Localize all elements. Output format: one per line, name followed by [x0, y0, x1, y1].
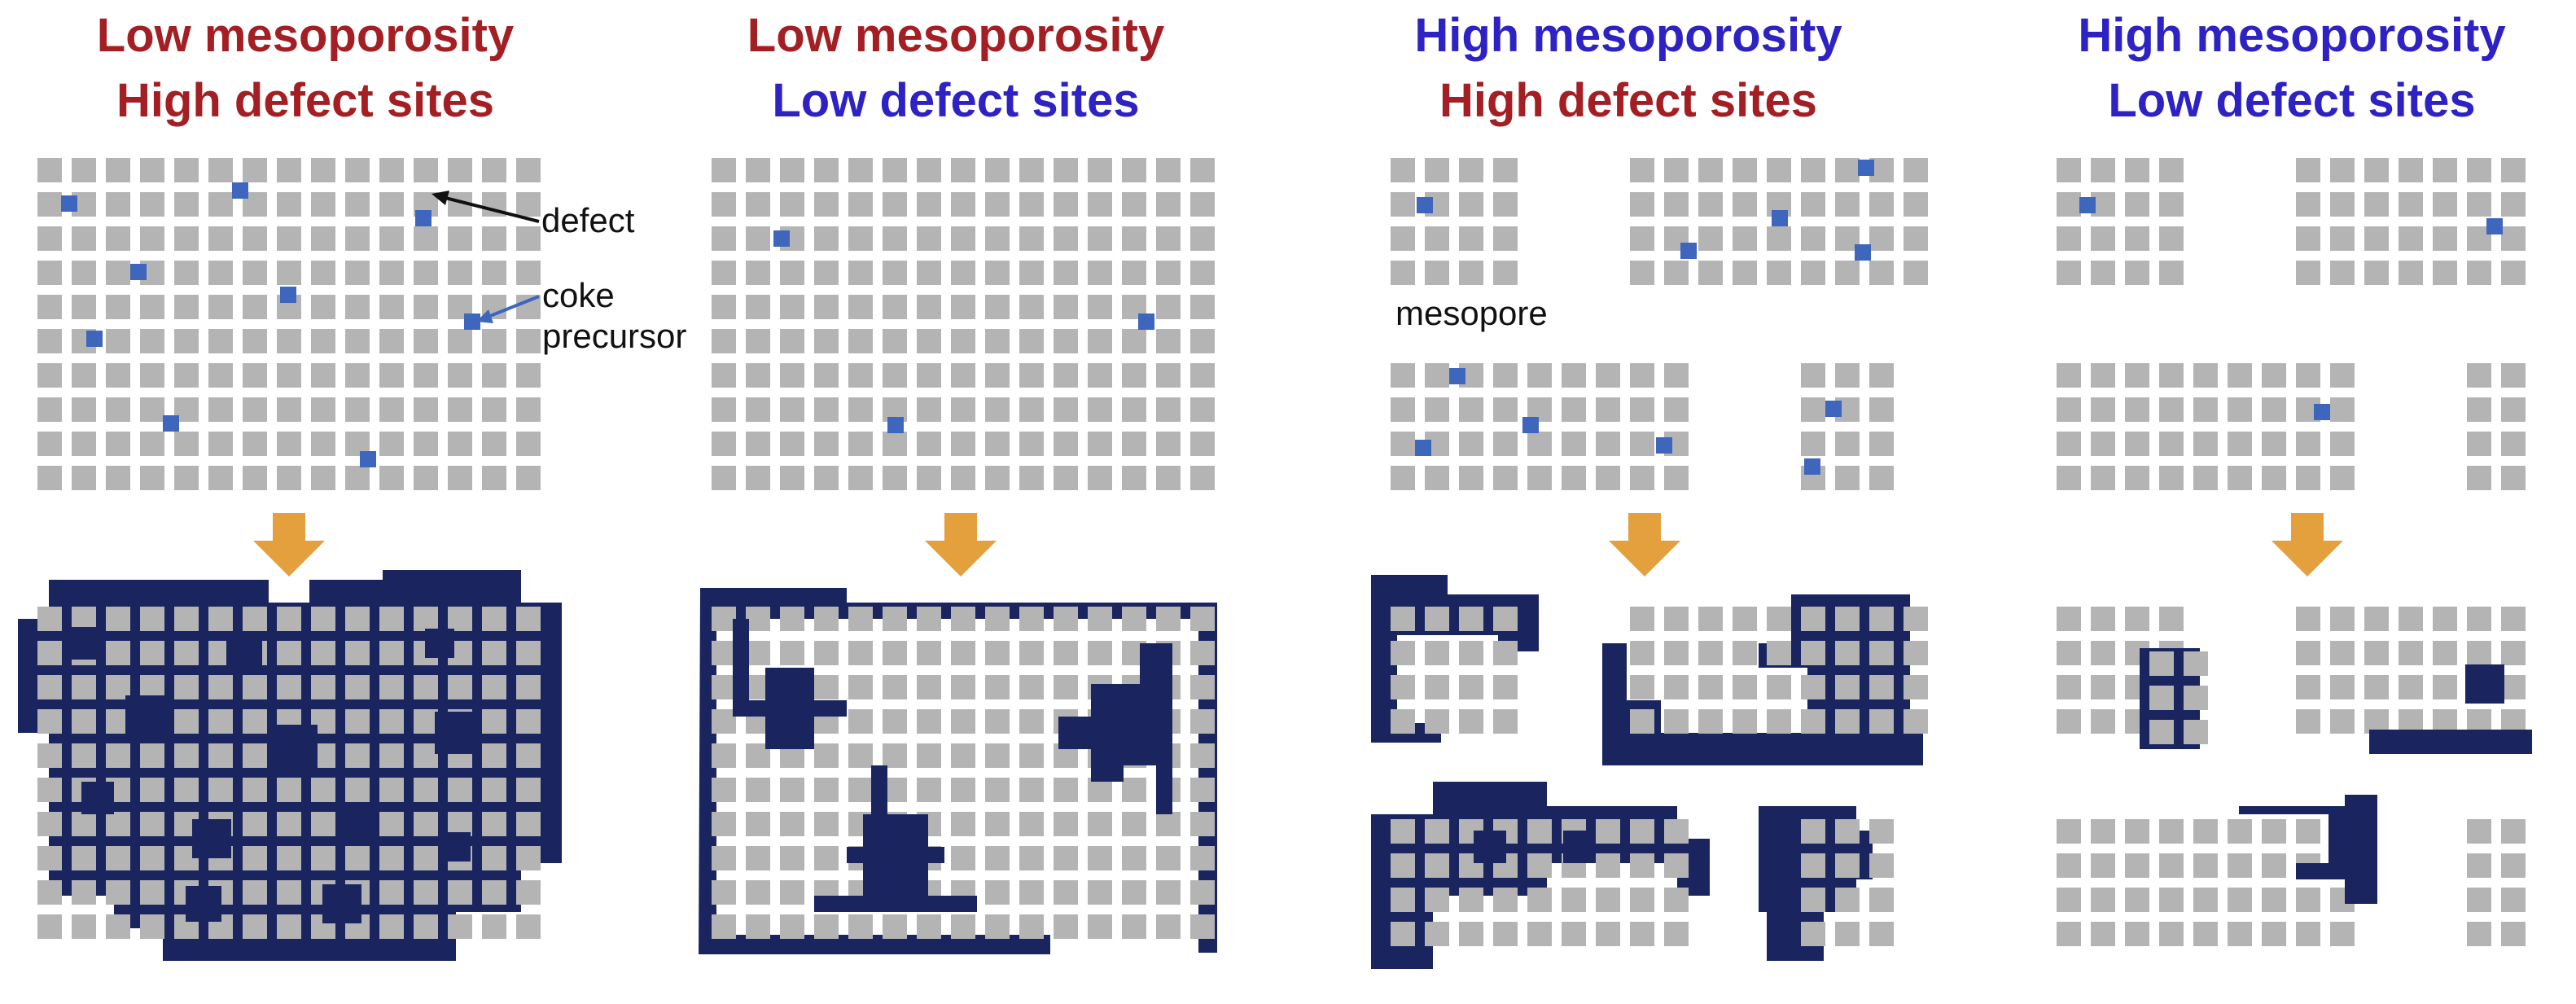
panel-1-coke-cluster	[342, 806, 375, 839]
down-arrow-icon	[2272, 513, 2343, 577]
panel-4-title-line1: High mesoporosity	[2078, 9, 2506, 62]
panel-1-defect-site	[464, 313, 480, 330]
panel-1-defect-site	[86, 331, 103, 347]
panel-4-block-bottom-left	[2057, 363, 2355, 490]
coke-precursor-label-line2: precursor	[542, 317, 687, 355]
panel-1-coke-cluster	[425, 629, 454, 658]
panel-3-bottom-block-top-left	[1391, 607, 1518, 734]
panel-3-defect-site	[1772, 210, 1788, 226]
panel-1-title-line2: High defect sites	[116, 74, 495, 127]
panel-4-title: High mesoporosity Low defect sites	[1974, 3, 2576, 134]
panel-4-block-top-right	[2296, 158, 2526, 285]
panel-3-defect-site	[1417, 197, 1433, 213]
panel-1-defect-site	[130, 264, 147, 280]
panel-2-coke-cluster-bottom	[814, 765, 977, 912]
panel-3-defect-site	[1855, 244, 1871, 261]
panel-1-title-line1: Low mesoporosity	[96, 9, 515, 62]
defect-pointer-arrowhead	[432, 191, 449, 205]
panel-3-title-line2: High defect sites	[1439, 74, 1818, 127]
down-arrow-icon	[925, 513, 997, 577]
panel-3-coke-cluster	[1474, 831, 1506, 863]
panel-2-top-grid	[712, 158, 1215, 490]
panel-3-coke-cluster	[1563, 831, 1596, 863]
panel-1-defect-site	[360, 451, 376, 467]
down-arrow-icon	[253, 513, 325, 577]
panel-1-coke-cluster	[65, 627, 98, 660]
panel-2-title-line2: Low defect sites	[772, 74, 1140, 127]
panel-1-title: Low mesoporosity High defect sites	[0, 3, 623, 134]
panel-3-defect-site	[1680, 243, 1697, 259]
panel-3-block-bottom-left	[1391, 363, 1689, 490]
panel-2-bottom-grid	[712, 607, 1215, 939]
panel-2-coke-cluster-left	[733, 619, 847, 749]
panel-2-defect-site	[773, 230, 790, 247]
panel-3-defect-site	[1656, 437, 1672, 454]
down-arrow-icon	[1609, 513, 1680, 577]
panel-2-title-line1: Low mesoporosity	[747, 9, 1165, 62]
panel-1-defect-site	[163, 415, 179, 432]
panel-1-coke-cluster	[226, 634, 262, 669]
panel-2-defect-site	[887, 417, 904, 433]
panel-1-coke-cluster	[81, 782, 114, 814]
panel-1-coke-cluster	[186, 886, 221, 922]
coke-pointer-arrowhead	[476, 309, 493, 323]
panel-1-coke-cluster	[435, 712, 477, 754]
panel-3-block-top-right	[1630, 158, 1928, 285]
panel-1-defect-site	[232, 182, 248, 199]
panel-3-title-line1: High mesoporosity	[1414, 9, 1842, 62]
panel-3-block-bottom-right	[1801, 363, 1894, 490]
panel-4-coke-bar	[2369, 730, 2532, 754]
coke-pointer-line	[481, 295, 540, 321]
panel-4-title-line2: Low defect sites	[2108, 74, 2476, 127]
panel-3-block-top-left	[1391, 158, 1518, 285]
panel-2-title: Low mesoporosity Low defect sites	[638, 3, 1273, 134]
panel-3-bottom-block-bottom-right	[1801, 819, 1894, 946]
panel-4-defect-site	[2314, 404, 2330, 420]
panel-4-defect-site	[2079, 197, 2096, 213]
panel-3-bottom-block-top-right	[1630, 607, 1928, 734]
panel-1-coke-cluster	[125, 695, 168, 738]
panel-1-coke-cluster	[441, 832, 471, 862]
mesopore-label: mesopore	[1395, 294, 1548, 332]
panel-4-bottom-block-bottom-right	[2467, 819, 2526, 946]
panel-3-defect-site	[1522, 417, 1539, 433]
panel-3-coke-block-bottom-right	[1759, 806, 1873, 961]
panel-1-coke-cluster	[322, 884, 361, 923]
panel-2-defect-site	[1138, 313, 1154, 330]
panel-4-bottom-block-bottom-left	[2057, 819, 2355, 946]
coke-precursor-label-line1: coke	[542, 276, 615, 314]
panel-4-coked-cells-left	[2149, 651, 2208, 744]
panel-4-block-bottom-right	[2467, 363, 2526, 490]
panel-3-defect-site	[1804, 458, 1820, 475]
panel-3-bottom-block-bottom-left	[1391, 819, 1689, 946]
panel-3-defect-site	[1449, 368, 1465, 384]
panel-1-defect-site	[415, 210, 432, 226]
panel-4-defect-site	[2486, 218, 2503, 235]
defect-pointer-line	[435, 194, 540, 223]
panel-4-coke-cluster	[2465, 664, 2504, 704]
panel-3-title: High mesoporosity High defect sites	[1311, 3, 1946, 134]
panel-3-defect-site	[1825, 401, 1842, 417]
panel-3-defect-site	[1858, 160, 1874, 176]
panel-4-coke-cluster-bottom	[2239, 795, 2377, 904]
panel-1-coke-cluster	[269, 725, 318, 774]
panel-1-coke-cluster	[192, 819, 231, 858]
defect-label: defect	[541, 201, 635, 239]
panel-1-defect-site	[280, 287, 296, 303]
panel-1-top-grid	[37, 158, 541, 490]
panel-4-block-top-left	[2057, 158, 2184, 285]
panel-2-coke-cluster-right	[1058, 643, 1172, 814]
panel-1-defect-site	[61, 195, 77, 212]
panel-3-defect-site	[1415, 440, 1431, 456]
